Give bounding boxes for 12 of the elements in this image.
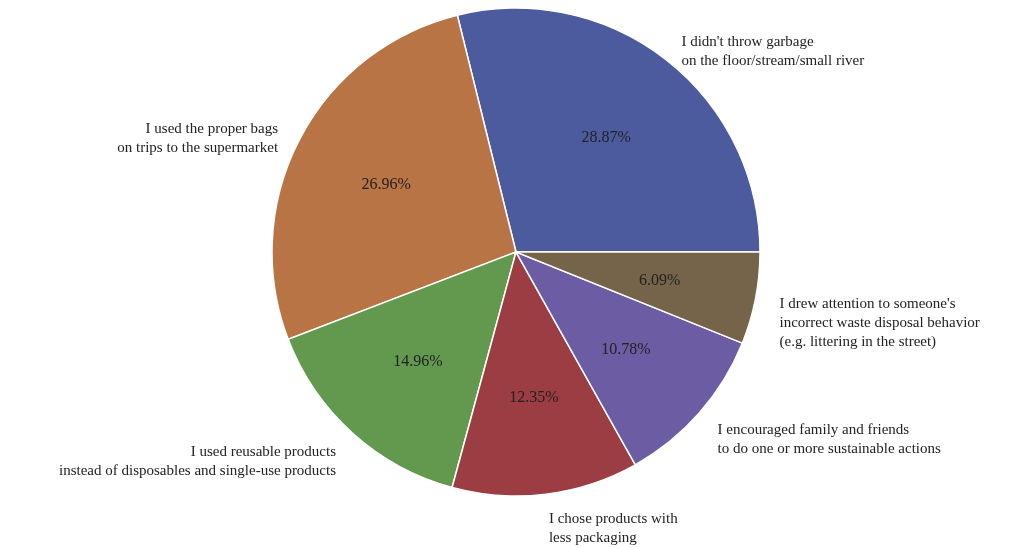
slice-label: I drew attention to someone's incorrect waste disposal behavior (e.g. littering in the street)	[779, 295, 980, 351]
slice-label: I used reusable products instead of disposables and single-use products	[59, 443, 337, 479]
data-label: 26.96%	[361, 175, 411, 193]
data-label: 6.09%	[639, 270, 681, 288]
data-label: 14.96%	[393, 351, 443, 369]
data-label: 12.35%	[509, 388, 559, 406]
slice-label: I used the proper bags on trips to the supermarket	[117, 119, 279, 155]
slice-label: I didn't throw garbage on the floor/stream/small river	[681, 32, 865, 68]
data-label: 10.78%	[601, 339, 651, 357]
data-label: 28.87%	[581, 127, 631, 145]
slice-label: I encouraged family and friends to do one or more sustainable actions	[717, 421, 942, 457]
slice-label: I chose products with less packaging	[548, 510, 679, 546]
